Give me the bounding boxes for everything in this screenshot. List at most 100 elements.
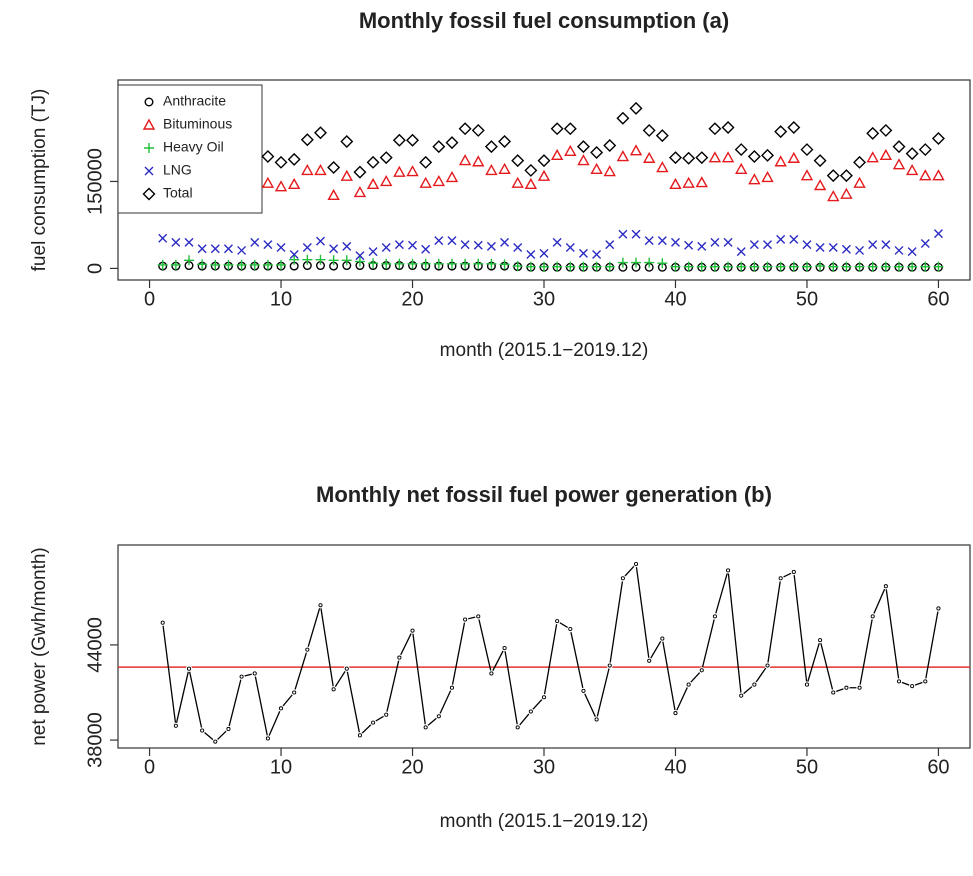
data-point: [473, 258, 484, 269]
data-point: [420, 258, 431, 269]
data-point: [683, 261, 694, 272]
data-point: [473, 240, 483, 250]
data-point: [839, 169, 853, 183]
data-point-dot: [739, 693, 744, 698]
data-point-dot: [476, 614, 481, 619]
data-point: [644, 236, 654, 246]
data-point: [198, 727, 206, 734]
data-point-dot: [423, 725, 428, 730]
data-point-dot: [633, 561, 639, 567]
data-point-dot: [318, 603, 323, 608]
data-point: [672, 709, 679, 717]
data-point: [550, 148, 564, 161]
data-point: [855, 245, 865, 255]
data-point-dot: [712, 614, 717, 619]
data-point-dot: [371, 720, 376, 725]
data-point-dot: [278, 706, 284, 711]
data-point-dot: [936, 606, 941, 611]
data-point: [264, 735, 272, 742]
data-point: [605, 240, 615, 250]
data-point: [302, 243, 312, 253]
data-point: [330, 686, 337, 693]
data-point: [777, 575, 784, 582]
data-point: [788, 261, 799, 272]
data-point: [775, 261, 786, 272]
data-point: [394, 240, 404, 250]
plot-frame: [117, 544, 971, 749]
x-tick-label: 0: [144, 756, 155, 778]
data-point: [723, 237, 733, 247]
data-point: [736, 247, 746, 257]
data-point: [329, 244, 339, 254]
data-point: [409, 627, 416, 634]
data-point-dot: [699, 668, 704, 673]
x-axis-label: month (2015.1−2019.12): [440, 340, 649, 361]
data-point: [907, 247, 917, 257]
chart-title: Monthly net fossil fuel power generation…: [316, 482, 772, 507]
data-point: [381, 258, 392, 269]
data-point: [593, 716, 600, 723]
data-point: [501, 644, 508, 652]
data-point: [406, 133, 420, 147]
data-point: [670, 237, 680, 247]
data-point-dot: [397, 655, 402, 660]
data-point-dot: [752, 682, 757, 687]
data-point: [433, 258, 444, 269]
data-point: [735, 162, 748, 174]
data-point: [763, 240, 773, 250]
data-point: [539, 261, 549, 272]
data-point: [475, 613, 482, 620]
data-point: [908, 682, 916, 690]
data-point: [315, 254, 326, 265]
data-point: [749, 240, 759, 250]
data-point: [313, 126, 327, 140]
data-point: [709, 261, 720, 272]
data-point-dot: [252, 671, 257, 676]
data-point-dot: [305, 647, 310, 652]
data-point: [274, 155, 288, 169]
data-point: [747, 150, 761, 164]
x-tick-label: 10: [270, 288, 292, 310]
data-point: [460, 258, 471, 269]
data-point: [171, 237, 181, 247]
data-point: [774, 125, 788, 139]
data-point: [223, 244, 233, 254]
data-point: [287, 177, 301, 190]
data-point: [882, 583, 890, 590]
data-point: [932, 169, 945, 181]
data-point: [526, 249, 536, 259]
data-point: [486, 258, 497, 269]
data-point: [539, 248, 549, 258]
data-point: [802, 240, 812, 250]
data-point: [840, 187, 853, 199]
data-point: [642, 123, 656, 137]
data-point: [446, 258, 457, 269]
data-point: [853, 155, 867, 169]
data-point: [789, 234, 799, 244]
data-point: [578, 261, 589, 272]
data-point: [590, 162, 603, 174]
data-point: [748, 173, 761, 185]
data-point-dot: [896, 679, 902, 684]
data-point: [537, 169, 551, 181]
data-point-dot: [292, 690, 297, 695]
data-point-dot: [910, 684, 915, 689]
data-point: [695, 176, 708, 188]
y-axis-label: fuel consumption (TJ): [29, 89, 50, 272]
data-point: [697, 241, 707, 251]
data-point: [800, 143, 814, 157]
data-point: [576, 140, 590, 154]
data-point-dot: [489, 671, 494, 676]
data-point: [381, 243, 391, 253]
data-point: [632, 560, 640, 568]
data-point: [853, 176, 866, 188]
data-point: [787, 121, 801, 135]
data-point-dot: [449, 685, 455, 690]
data-point: [685, 681, 692, 688]
data-point: [435, 713, 443, 720]
data-point-dot: [555, 619, 560, 624]
data-point: [250, 237, 260, 247]
data-point: [657, 258, 668, 269]
data-point: [184, 255, 194, 266]
legend-label: Total: [163, 185, 193, 201]
